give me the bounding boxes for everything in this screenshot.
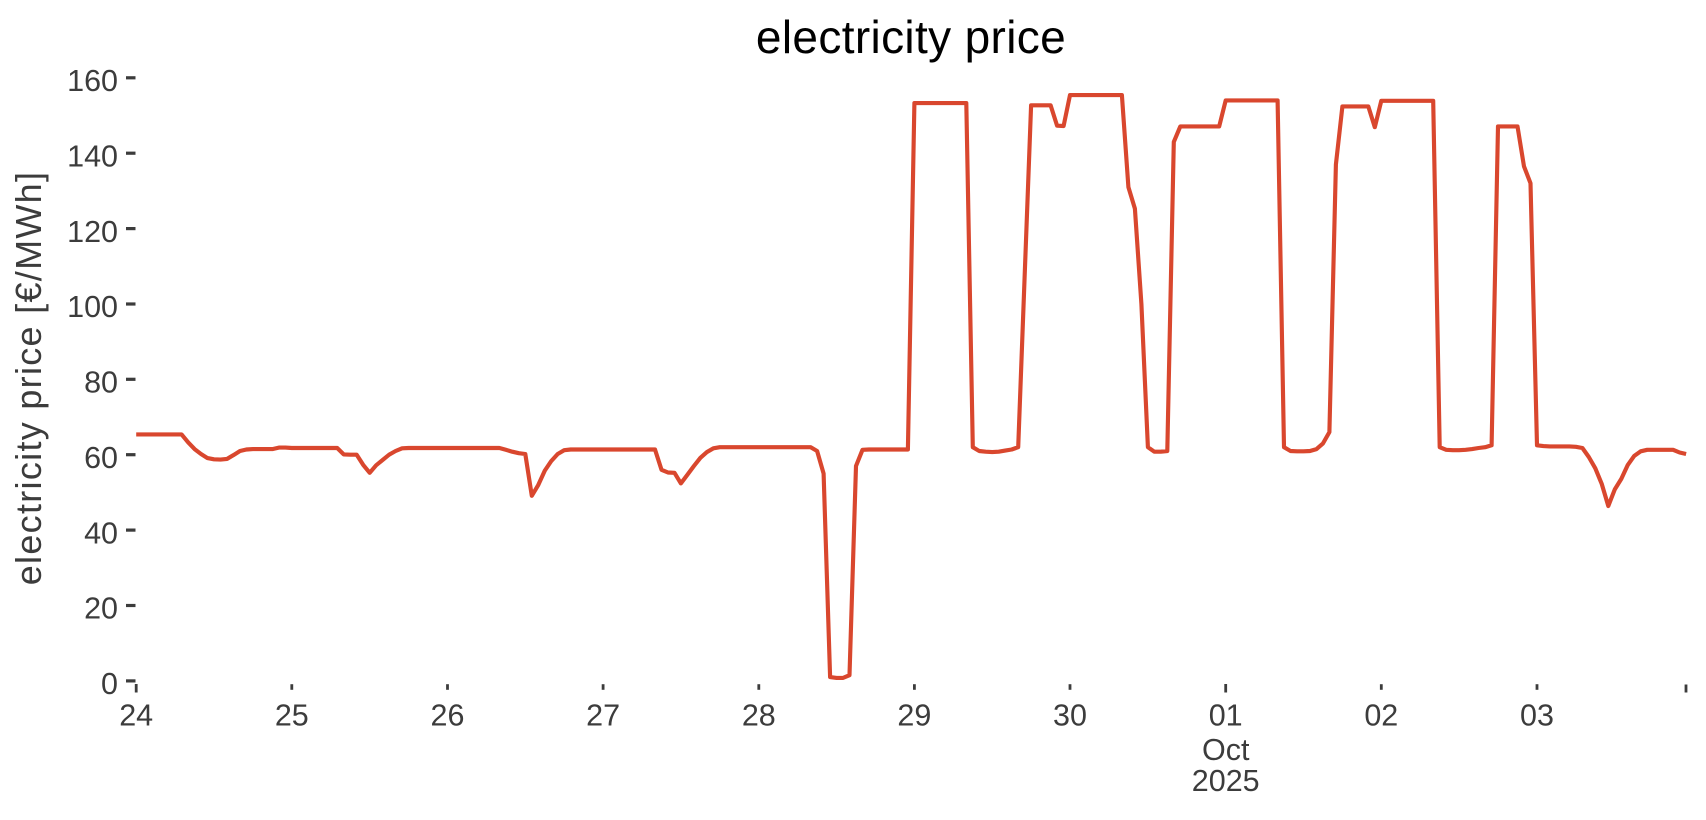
svg-text:30: 30	[1053, 699, 1087, 733]
svg-text:01: 01	[1209, 699, 1243, 733]
svg-text:24: 24	[119, 699, 153, 733]
svg-text:29: 29	[897, 699, 931, 733]
svg-text:Oct: Oct	[1202, 733, 1250, 767]
svg-text:electricity price: electricity price	[756, 11, 1066, 63]
svg-text:27: 27	[586, 699, 620, 733]
svg-text:28: 28	[742, 699, 776, 733]
svg-text:60: 60	[84, 441, 118, 475]
svg-text:electricity price [€/MWh]: electricity price [€/MWh]	[8, 171, 49, 586]
svg-text:100: 100	[67, 290, 118, 324]
svg-text:26: 26	[431, 699, 465, 733]
svg-text:03: 03	[1520, 699, 1554, 733]
svg-text:80: 80	[84, 366, 118, 400]
svg-text:25: 25	[275, 699, 309, 733]
svg-text:40: 40	[84, 516, 118, 550]
svg-text:160: 160	[67, 64, 118, 98]
svg-text:20: 20	[84, 592, 118, 626]
svg-text:02: 02	[1364, 699, 1398, 733]
svg-text:0: 0	[101, 667, 118, 701]
svg-text:2025: 2025	[1192, 764, 1260, 798]
svg-text:120: 120	[67, 215, 118, 249]
svg-text:140: 140	[67, 139, 118, 173]
